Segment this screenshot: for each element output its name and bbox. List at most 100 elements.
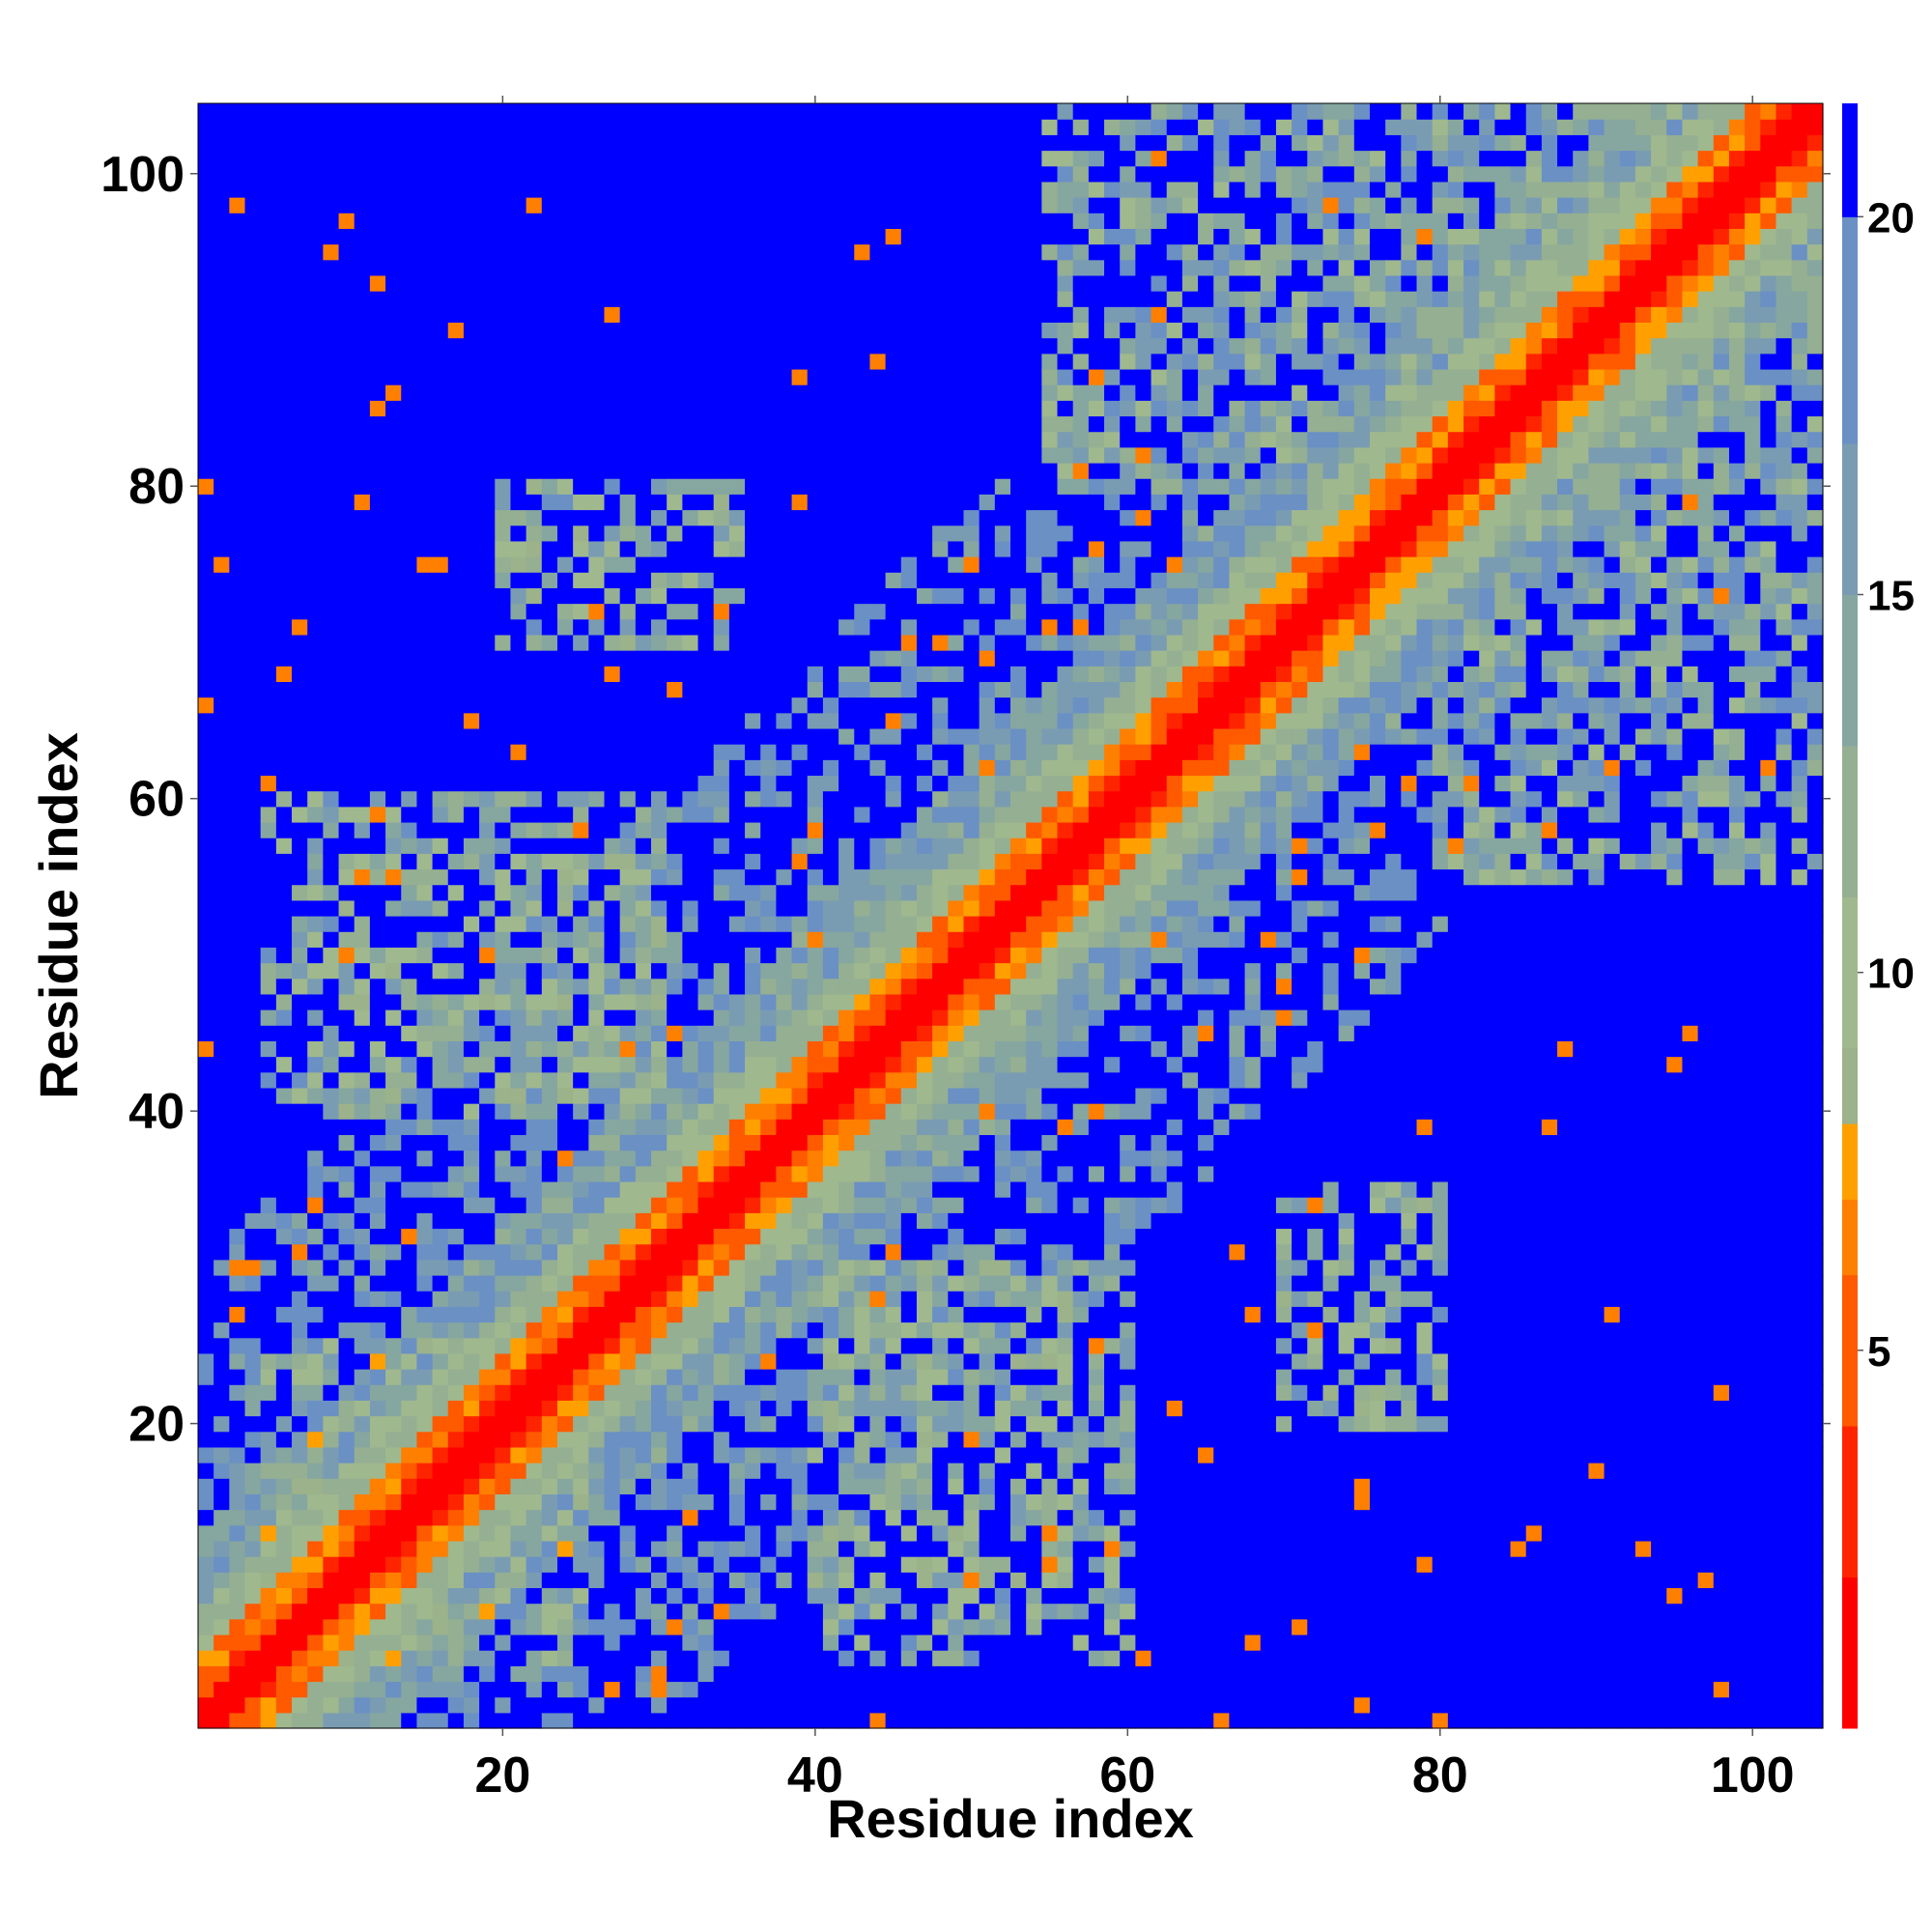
heatmap-cell <box>385 1634 402 1651</box>
heatmap-cell <box>807 134 824 152</box>
heatmap-cell <box>682 931 699 948</box>
heatmap-cell <box>932 322 949 339</box>
heatmap-cell <box>307 1384 324 1401</box>
heatmap-cell <box>338 337 355 355</box>
heatmap-cell <box>526 540 543 557</box>
heatmap-cell <box>307 1540 324 1557</box>
heatmap-cell <box>619 1384 637 1401</box>
heatmap-cell <box>495 634 512 651</box>
heatmap-cell <box>526 1197 543 1213</box>
heatmap-cell <box>573 1400 589 1417</box>
heatmap-cell <box>275 1665 293 1683</box>
heatmap-cell <box>541 947 558 964</box>
heatmap-cell <box>635 1712 652 1729</box>
heatmap-cell <box>932 1009 949 1026</box>
heatmap-cell <box>510 384 527 401</box>
heatmap-cell <box>432 1228 449 1245</box>
heatmap-cell <box>275 119 293 135</box>
heatmap-cell <box>900 790 918 808</box>
heatmap-cell <box>401 1478 418 1494</box>
heatmap-cell <box>275 1291 293 1307</box>
heatmap-cell <box>854 1696 871 1714</box>
heatmap-cell <box>869 1463 887 1479</box>
heatmap-cell <box>619 775 637 792</box>
heatmap-cell <box>463 759 480 777</box>
heatmap-cell <box>447 1696 465 1714</box>
heatmap-cell <box>869 368 887 385</box>
heatmap-cell <box>229 181 246 198</box>
heatmap-cell <box>323 681 340 698</box>
heatmap-cell <box>776 306 793 324</box>
heatmap-cell <box>776 884 793 901</box>
heatmap-cell <box>869 1056 887 1073</box>
heatmap-cell <box>573 134 589 152</box>
heatmap-cell <box>776 1228 793 1245</box>
heatmap-cell <box>604 337 621 355</box>
heatmap-cell <box>916 1119 933 1136</box>
heatmap-cell <box>854 634 871 651</box>
heatmap-cell <box>338 525 355 542</box>
heatmap-cell <box>307 556 324 573</box>
heatmap-cell <box>573 1556 589 1573</box>
heatmap-cell <box>838 1493 855 1511</box>
heatmap-cell <box>651 1087 668 1104</box>
heatmap-cell <box>619 1119 637 1136</box>
heatmap-cell <box>369 1274 386 1292</box>
heatmap-cell <box>198 103 214 120</box>
heatmap-cell <box>275 1056 293 1073</box>
heatmap-cell <box>619 150 637 167</box>
heatmap-cell <box>229 259 246 276</box>
heatmap-cell <box>479 509 496 526</box>
heatmap-cell <box>526 1306 543 1323</box>
heatmap-cell <box>447 1681 465 1698</box>
heatmap-cell <box>260 1478 277 1494</box>
heatmap-cell <box>822 1071 839 1089</box>
heatmap-cell <box>791 259 809 276</box>
heatmap-cell <box>900 572 918 588</box>
heatmap-cell <box>229 1493 246 1511</box>
heatmap-cell <box>838 556 855 573</box>
heatmap-cell <box>479 119 496 135</box>
heatmap-cell <box>213 1009 230 1026</box>
heatmap-cell <box>447 666 465 682</box>
heatmap-cell <box>573 1337 589 1354</box>
heatmap-cell <box>791 993 809 1010</box>
heatmap-cell <box>885 213 902 229</box>
heatmap-cell <box>838 666 855 682</box>
heatmap-cell <box>479 1463 496 1479</box>
heatmap-cell <box>728 1228 746 1245</box>
heatmap-cell <box>275 150 293 167</box>
heatmap-cell <box>526 899 543 917</box>
heatmap-cell <box>838 400 855 417</box>
heatmap-cell <box>728 993 746 1010</box>
heatmap-cell <box>292 337 308 355</box>
heatmap-cell <box>354 1040 371 1058</box>
heatmap-cell <box>697 165 715 183</box>
heatmap-cell <box>354 103 371 120</box>
heatmap-cell <box>604 1509 621 1526</box>
heatmap-cell <box>728 712 746 729</box>
heatmap-cell <box>541 540 558 557</box>
heatmap-cell <box>244 1291 262 1307</box>
heatmap-cell <box>667 1352 683 1370</box>
heatmap-cell <box>682 1212 699 1230</box>
heatmap-cell <box>713 916 730 932</box>
heatmap-cell <box>244 431 262 448</box>
heatmap-cell <box>385 478 402 495</box>
heatmap-cell <box>292 1025 308 1041</box>
heatmap-cell <box>229 1369 246 1385</box>
heatmap-cell <box>838 509 855 526</box>
heatmap-cell <box>869 853 887 870</box>
heatmap-cell <box>323 243 340 261</box>
heatmap-cell <box>713 1087 730 1104</box>
heatmap-cell <box>416 103 434 120</box>
heatmap-cell <box>854 1165 871 1182</box>
heatmap-cell <box>323 1150 340 1167</box>
heatmap-cell <box>213 587 230 605</box>
heatmap-cell <box>807 446 824 464</box>
heatmap-cell <box>697 368 715 385</box>
heatmap-cell <box>776 1587 793 1605</box>
heatmap-cell <box>776 1446 793 1463</box>
heatmap-cell <box>573 462 589 479</box>
heatmap-cell <box>682 993 699 1010</box>
